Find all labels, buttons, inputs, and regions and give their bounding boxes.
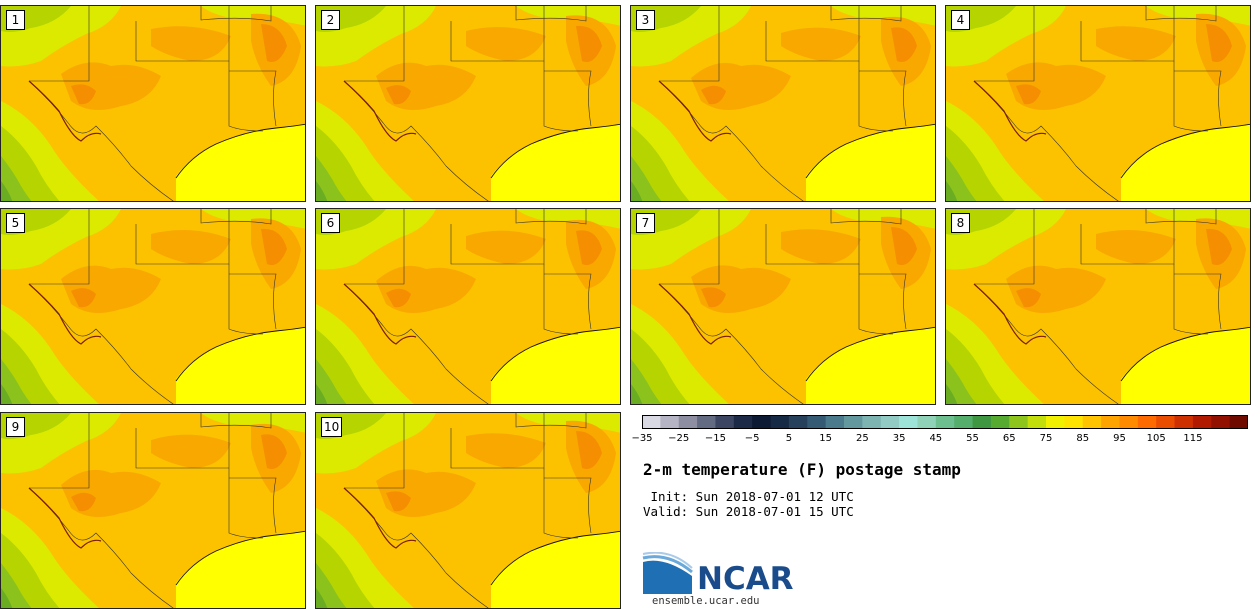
colorbar-swatch xyxy=(807,415,827,429)
colorbar-swatch xyxy=(880,415,900,429)
panel-number: 3 xyxy=(636,10,655,30)
figure-title: 2-m temperature (F) postage stamp xyxy=(643,460,961,479)
colorbar-tick: 115 xyxy=(1183,433,1203,444)
colorbar-tick: 35 xyxy=(892,433,906,444)
panel-number: 5 xyxy=(6,213,25,233)
colorbar-swatch xyxy=(1229,415,1248,429)
map-plot xyxy=(1,209,305,404)
colorbar-tick: 65 xyxy=(1002,433,1016,444)
colorbar-tick: −5 xyxy=(744,433,760,444)
panel-number: 2 xyxy=(321,10,340,30)
stamp-panel-3: 3 xyxy=(630,5,936,202)
colorbar-tick: −35 xyxy=(631,433,653,444)
colorbar-tick: 55 xyxy=(966,433,979,444)
colorbar-swatch xyxy=(1211,415,1231,429)
colorbar-tick: 75 xyxy=(1039,433,1053,444)
panel-number: 4 xyxy=(951,10,970,30)
map-plot xyxy=(316,209,620,404)
map-plot xyxy=(1,6,305,201)
colorbar-swatch xyxy=(917,415,937,429)
colorbar-swatch xyxy=(788,415,808,429)
colorbar-swatch xyxy=(1101,415,1121,429)
colorbar-swatch xyxy=(1009,415,1029,429)
stamp-panel-9: 9 xyxy=(0,412,306,609)
valid-time: Valid: Sun 2018-07-01 15 UTC xyxy=(643,504,854,519)
temperature-colorbar xyxy=(642,415,1248,429)
stamp-panel-8: 8 xyxy=(945,208,1251,405)
colorbar-swatch xyxy=(825,415,845,429)
stamp-panel-10: 10 xyxy=(315,412,621,609)
colorbar-swatch xyxy=(862,415,882,429)
colorbar-swatch xyxy=(1119,415,1139,429)
panel-number: 1 xyxy=(6,10,25,30)
colorbar-swatch xyxy=(752,415,772,429)
panel-number: 9 xyxy=(6,417,25,437)
stamp-panel-1: 1 xyxy=(0,5,306,202)
stamp-panel-4: 4 xyxy=(945,5,1251,202)
colorbar-swatch xyxy=(733,415,753,429)
colorbar-swatch xyxy=(935,415,955,429)
colorbar-swatch xyxy=(715,415,735,429)
map-plot xyxy=(631,6,935,201)
colorbar-swatch xyxy=(990,415,1010,429)
colorbar-swatch xyxy=(1156,415,1176,429)
colorbar-tick: 5 xyxy=(785,433,793,444)
colorbar-swatch xyxy=(1174,415,1194,429)
logo-text: NCAR xyxy=(697,561,794,597)
colorbar-tick: 45 xyxy=(929,433,943,444)
panel-number: 7 xyxy=(636,213,655,233)
stamp-panel-6: 6 xyxy=(315,208,621,405)
colorbar-tick: −15 xyxy=(704,433,727,444)
colorbar-swatch xyxy=(1082,415,1102,429)
colorbar-swatch xyxy=(1137,415,1157,429)
colorbar-tick: 105 xyxy=(1146,433,1166,444)
colorbar-swatch xyxy=(972,415,992,429)
colorbar-tick: 25 xyxy=(855,433,869,444)
map-plot xyxy=(316,413,620,608)
colorbar-tick: −25 xyxy=(668,433,690,444)
colorbar-swatch xyxy=(1046,415,1065,429)
colorbar-swatch xyxy=(844,415,863,429)
colorbar-tick: 15 xyxy=(819,433,832,444)
init-time: Init: Sun 2018-07-01 12 UTC xyxy=(643,489,854,504)
colorbar-swatch xyxy=(770,415,790,429)
stamp-panel-7: 7 xyxy=(630,208,936,405)
colorbar-tick: 95 xyxy=(1113,433,1126,444)
colorbar-tick-labels: −35 −25 −15 −5 5 15 25 35 45 55 65 75 85 95 105 115 xyxy=(631,433,1248,449)
colorbar-swatch xyxy=(678,415,698,429)
map-plot xyxy=(1,413,305,608)
panel-number: 10 xyxy=(321,417,343,437)
colorbar-swatch xyxy=(697,415,717,429)
colorbar-swatch xyxy=(642,415,661,429)
colorbar-swatch xyxy=(1027,415,1047,429)
colorbar-swatch xyxy=(1064,415,1084,429)
ncar-logo-icon xyxy=(642,552,693,594)
colorbar-tick: 85 xyxy=(1076,433,1090,444)
map-plot xyxy=(316,6,620,201)
panel-number: 8 xyxy=(951,213,970,233)
stamp-panel-5: 5 xyxy=(0,208,306,405)
map-plot xyxy=(946,209,1250,404)
stamp-panel-2: 2 xyxy=(315,5,621,202)
colorbar-swatch xyxy=(1192,415,1212,429)
colorbar-swatch xyxy=(954,415,974,429)
colorbar-swatch xyxy=(899,415,919,429)
map-plot xyxy=(946,6,1250,201)
panel-number: 6 xyxy=(321,213,340,233)
colorbar-swatch xyxy=(660,415,680,429)
logo-url: ensemble.ucar.edu xyxy=(652,595,760,607)
map-plot xyxy=(631,209,935,404)
